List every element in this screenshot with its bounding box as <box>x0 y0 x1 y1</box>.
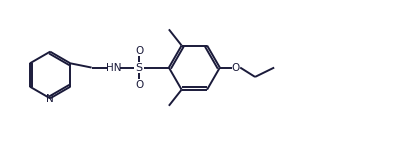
Text: O: O <box>135 80 143 90</box>
Text: O: O <box>135 46 143 56</box>
Text: S: S <box>135 63 143 73</box>
Text: HN: HN <box>106 63 121 73</box>
Text: O: O <box>231 63 239 73</box>
Text: N: N <box>46 94 54 104</box>
